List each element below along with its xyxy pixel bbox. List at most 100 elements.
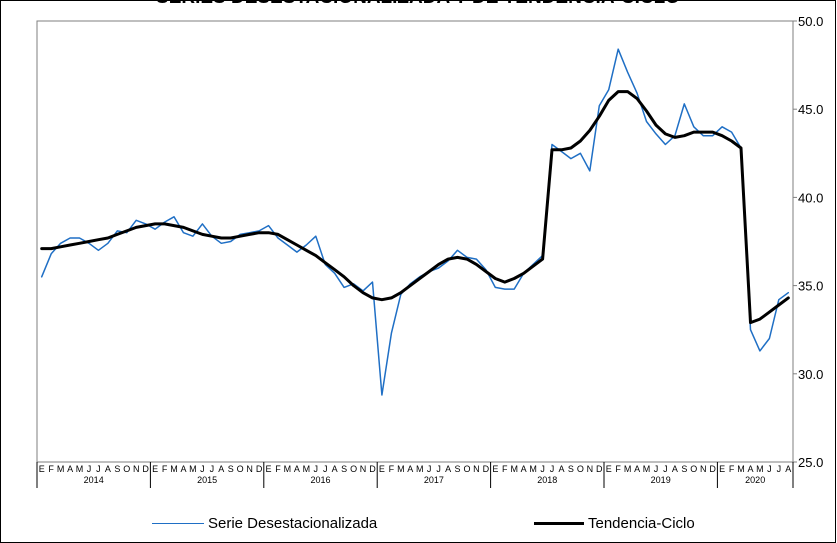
month-tick-label: F [48, 464, 54, 474]
month-tick-label: D [483, 464, 490, 474]
month-tick-label: N [133, 464, 140, 474]
month-tick-label: O [463, 464, 470, 474]
month-tick-label: A [294, 464, 300, 474]
month-tick-label: N [587, 464, 594, 474]
month-tick-label: F [729, 464, 735, 474]
series-line-tendencia-ciclo [40, 90, 790, 325]
year-tick-label: 2018 [537, 475, 557, 485]
series-line-serie-desestacionalizada [40, 48, 790, 396]
y-tick-label: 50.0 [798, 14, 823, 29]
month-tick-label: A [180, 464, 186, 474]
legend-label: Tendencia-Ciclo [588, 514, 695, 532]
y-tick-label: 35.0 [798, 279, 823, 294]
month-tick-label: M [510, 464, 518, 474]
month-tick-label: F [389, 464, 395, 474]
month-tick-label: A [407, 464, 413, 474]
month-tick-label: A [218, 464, 224, 474]
legend-label: Serie Desestacionalizada [208, 514, 378, 532]
month-tick-label: J [540, 464, 545, 474]
month-tick-label: D [596, 464, 603, 474]
month-tick-label: F [615, 464, 621, 474]
month-tick-label: O [237, 464, 244, 474]
legend-item-serie-desestacionalizada: Serie Desestacionalizada [152, 510, 377, 536]
y-tick-label: 25.0 [798, 455, 823, 470]
month-tick-label: N [473, 464, 480, 474]
month-tick-label: J [550, 464, 555, 474]
month-tick-label: F [275, 464, 281, 474]
month-tick-label: O [577, 464, 584, 474]
month-tick-label: A [785, 464, 791, 474]
month-tick-label: D [256, 464, 263, 474]
month-tick-label: S [568, 464, 574, 474]
month-tick-label: J [654, 464, 659, 474]
year-tick-label: 2019 [651, 475, 671, 485]
month-tick-label: J [210, 464, 215, 474]
month-tick-label: M [303, 464, 311, 474]
month-tick-label: N [700, 464, 707, 474]
month-tick-label: M [624, 464, 632, 474]
month-tick-label: M [284, 464, 292, 474]
month-tick-label: S [228, 464, 234, 474]
month-tick-label: D [709, 464, 716, 474]
month-tick-label: O [690, 464, 697, 474]
month-tick-label: M [76, 464, 84, 474]
month-tick-label: M [397, 464, 405, 474]
month-tick-label: J [200, 464, 205, 474]
month-tick-label: D [369, 464, 376, 474]
month-tick-label: M [737, 464, 745, 474]
month-tick-label: S [681, 464, 687, 474]
month-tick-label: J [314, 464, 319, 474]
year-tick-label: 2017 [424, 475, 444, 485]
month-tick-label: F [162, 464, 168, 474]
month-tick-label: J [87, 464, 92, 474]
month-tick-label: A [521, 464, 527, 474]
plot-area-border [36, 20, 794, 463]
month-tick-label: M [416, 464, 424, 474]
month-tick-label: F [502, 464, 508, 474]
y-tick-label: 30.0 [798, 367, 823, 382]
month-tick-label: E [379, 464, 385, 474]
month-tick-label: E [266, 464, 272, 474]
year-tick-label: 2020 [745, 475, 765, 485]
month-tick-label: J [767, 464, 772, 474]
month-tick-label: J [663, 464, 668, 474]
month-tick-label: S [341, 464, 347, 474]
month-tick-label: A [558, 464, 564, 474]
month-tick-label: M [57, 464, 65, 474]
month-tick-label: J [777, 464, 782, 474]
month-tick-label: N [246, 464, 253, 474]
month-tick-label: E [39, 464, 45, 474]
month-tick-label: A [332, 464, 338, 474]
month-tick-label: M [170, 464, 178, 474]
y-tick-label: 40.0 [798, 190, 823, 205]
legend-swatch-blue [152, 522, 204, 524]
legend-swatch-black [534, 521, 584, 525]
month-tick-label: O [350, 464, 357, 474]
chart-title: SERIES DESESTACIONALIZADA Y DE TENDENCIA… [40, 0, 796, 9]
month-tick-label: E [719, 464, 725, 474]
month-tick-label: J [96, 464, 101, 474]
month-tick-label: E [606, 464, 612, 474]
y-tick-label: 45.0 [798, 102, 823, 117]
month-tick-label: M [189, 464, 197, 474]
month-tick-label: J [323, 464, 328, 474]
month-tick-label: S [455, 464, 461, 474]
month-tick-label: O [123, 464, 130, 474]
month-tick-label: M [643, 464, 651, 474]
month-tick-label: D [142, 464, 149, 474]
month-tick-label: A [634, 464, 640, 474]
month-tick-label: N [360, 464, 367, 474]
month-tick-label: A [445, 464, 451, 474]
legend: Serie Desestacionalizada Tendencia-Ciclo [0, 510, 836, 538]
month-tick-label: S [114, 464, 120, 474]
month-tick-label: A [747, 464, 753, 474]
month-tick-label: J [436, 464, 441, 474]
month-tick-label: A [67, 464, 73, 474]
year-tick-label: 2014 [84, 475, 104, 485]
month-tick-label: M [756, 464, 764, 474]
year-tick-label: 2016 [310, 475, 330, 485]
month-tick-label: E [492, 464, 498, 474]
month-tick-label: M [529, 464, 537, 474]
year-tick-label: 2015 [197, 475, 217, 485]
month-tick-label: J [427, 464, 432, 474]
